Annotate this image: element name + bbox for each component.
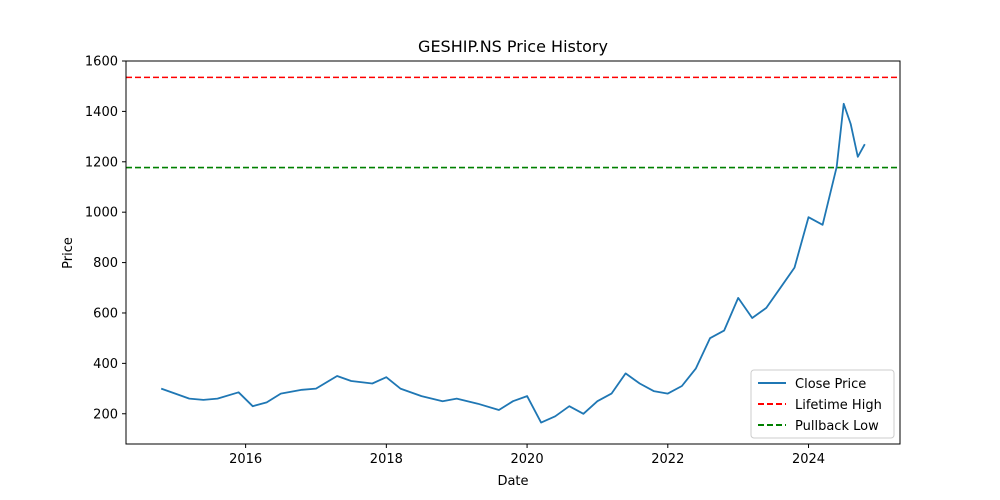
legend-label-lifetime-high: Lifetime High bbox=[795, 398, 882, 413]
y-axis-ticks: 200 400 600 800 1000 1200 1400 1600 bbox=[85, 55, 126, 422]
x-tick-label: 2018 bbox=[370, 452, 403, 467]
x-tick-label: 2016 bbox=[229, 452, 262, 467]
y-tick-label: 1200 bbox=[85, 155, 118, 170]
legend-label-close-price: Close Price bbox=[795, 377, 866, 392]
x-tick-label: 2020 bbox=[511, 452, 544, 467]
legend: Close Price Lifetime High Pullback Low bbox=[750, 369, 895, 439]
chart-title: GESHIP.NS Price History bbox=[418, 37, 608, 56]
legend-label-pullback-low: Pullback Low bbox=[795, 419, 879, 434]
y-tick-label: 400 bbox=[93, 357, 118, 372]
y-tick-label: 1600 bbox=[85, 55, 118, 70]
close-price-line bbox=[160, 102, 866, 424]
x-tick-label: 2024 bbox=[792, 452, 825, 467]
plot-frame bbox=[125, 60, 901, 445]
series-lines bbox=[160, 102, 866, 424]
y-tick-label: 800 bbox=[93, 256, 118, 271]
x-tick-label: 2022 bbox=[651, 452, 684, 467]
y-tick-label: 1000 bbox=[85, 206, 118, 221]
y-tick-label: 600 bbox=[93, 306, 118, 321]
y-axis-title: Price bbox=[61, 237, 76, 269]
x-axis-title: Date bbox=[497, 474, 528, 489]
y-tick-label: 200 bbox=[93, 407, 118, 422]
y-tick-label: 1400 bbox=[85, 105, 118, 120]
legend-box bbox=[750, 369, 895, 439]
x-axis-ticks: 2016 2018 2020 2022 2024 bbox=[229, 444, 825, 467]
reference-lines bbox=[126, 76, 900, 169]
